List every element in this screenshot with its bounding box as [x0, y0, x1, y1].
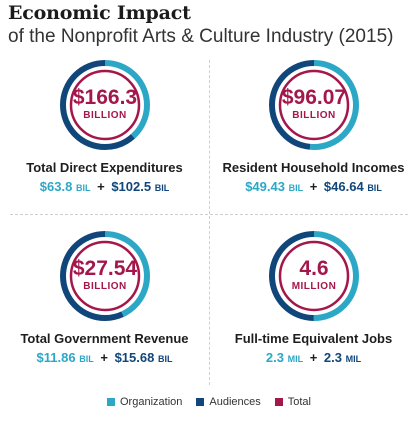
donut-ring	[60, 60, 150, 150]
audiences-unit: MIL	[345, 354, 362, 364]
donut-center: 4.6 MILLION	[266, 228, 362, 324]
audiences-arc	[269, 231, 359, 321]
panel-household-incomes: $96.07 BILLION Resident Household Income…	[209, 57, 418, 217]
chart-title: Economic Impact	[8, 2, 191, 24]
donut-center: $166.3 BILLION	[57, 57, 153, 153]
panel-direct-expenditures: $166.3 BILLION Total Direct Expenditures…	[0, 57, 209, 217]
total-ring	[69, 240, 141, 312]
audiences-value: $46.64	[323, 179, 364, 194]
horizontal-divider	[10, 214, 408, 215]
chart-subtitle: of the Nonprofit Arts & Culture Industry…	[8, 26, 394, 47]
audiences-arc	[60, 231, 150, 321]
audiences-value: 2.3	[323, 350, 342, 365]
donut-ring	[60, 231, 150, 321]
donut-center: $96.07 BILLION	[266, 57, 362, 153]
organization-value: 2.3	[265, 350, 284, 365]
panel-label: Full-time Equivalent Jobs	[234, 331, 393, 346]
legend-label: Total	[287, 396, 311, 408]
donut-center: $27.54 BILLION	[57, 228, 153, 324]
audiences-unit: BIL	[157, 354, 173, 364]
split-values: $49.43 BIL + $46.64 BIL	[209, 179, 418, 194]
total-value: $96.07	[281, 86, 347, 109]
donut-ring	[269, 60, 359, 150]
plus-sign: +	[97, 179, 105, 194]
total-value: $27.54	[72, 257, 138, 280]
vertical-divider	[209, 60, 210, 385]
split-values: $63.8 BIL + $102.5 BIL	[0, 179, 209, 194]
total-value: $166.3	[72, 86, 138, 109]
panel-label: Resident Household Incomes	[222, 160, 405, 175]
legend-swatch-organization	[107, 398, 115, 406]
audiences-unit: BIL	[367, 183, 382, 193]
legend: Organization Audiences Total	[0, 396, 418, 408]
plus-sign: +	[309, 179, 318, 194]
total-unit: BILLION	[83, 281, 127, 292]
donut-ring	[269, 231, 359, 321]
legend-label: Audiences	[209, 396, 261, 408]
organization-value: $49.43	[245, 179, 285, 194]
legend-swatch-audiences	[196, 398, 205, 406]
organization-value: $63.8	[39, 179, 73, 194]
split-values: 2.3 MIL + 2.3 MIL	[209, 350, 418, 365]
organization-unit: BIL	[288, 183, 304, 193]
organization-value: $11.86	[36, 350, 76, 365]
panel-label: Total Government Revenue	[20, 331, 189, 346]
audiences-arc	[60, 60, 150, 150]
total-ring	[278, 69, 350, 141]
split-values: $11.86 BIL + $15.68 BIL	[0, 350, 209, 365]
total-unit: BILLION	[292, 110, 336, 121]
legend-item-audiences: Audiences	[196, 396, 261, 408]
audiences-arc	[269, 60, 359, 150]
panel-fte-jobs: 4.6 MILLION Full-time Equivalent Jobs 2.…	[209, 228, 418, 388]
total-ring	[278, 240, 350, 312]
panel-government-revenue: $27.54 BILLION Total Government Revenue …	[0, 228, 209, 388]
panel-label: Total Direct Expenditures	[26, 160, 183, 175]
organization-unit: MIL	[287, 354, 304, 364]
audiences-value: $102.5	[111, 179, 152, 194]
plus-sign: +	[309, 350, 318, 365]
legend-swatch-total	[274, 398, 283, 406]
audiences-value: $15.68	[114, 350, 155, 365]
total-ring	[69, 69, 141, 141]
plus-sign: +	[100, 350, 108, 365]
legend-item-total: Total	[274, 396, 311, 408]
legend-item-organization: Organization	[107, 396, 182, 408]
total-unit: MILLION	[291, 281, 337, 292]
organization-unit: BIL	[79, 354, 94, 364]
total-unit: BILLION	[83, 110, 127, 121]
total-value: 4.6	[299, 257, 329, 280]
organization-unit: BIL	[75, 183, 91, 193]
audiences-unit: BIL	[154, 183, 170, 193]
legend-label: Organization	[120, 396, 183, 408]
